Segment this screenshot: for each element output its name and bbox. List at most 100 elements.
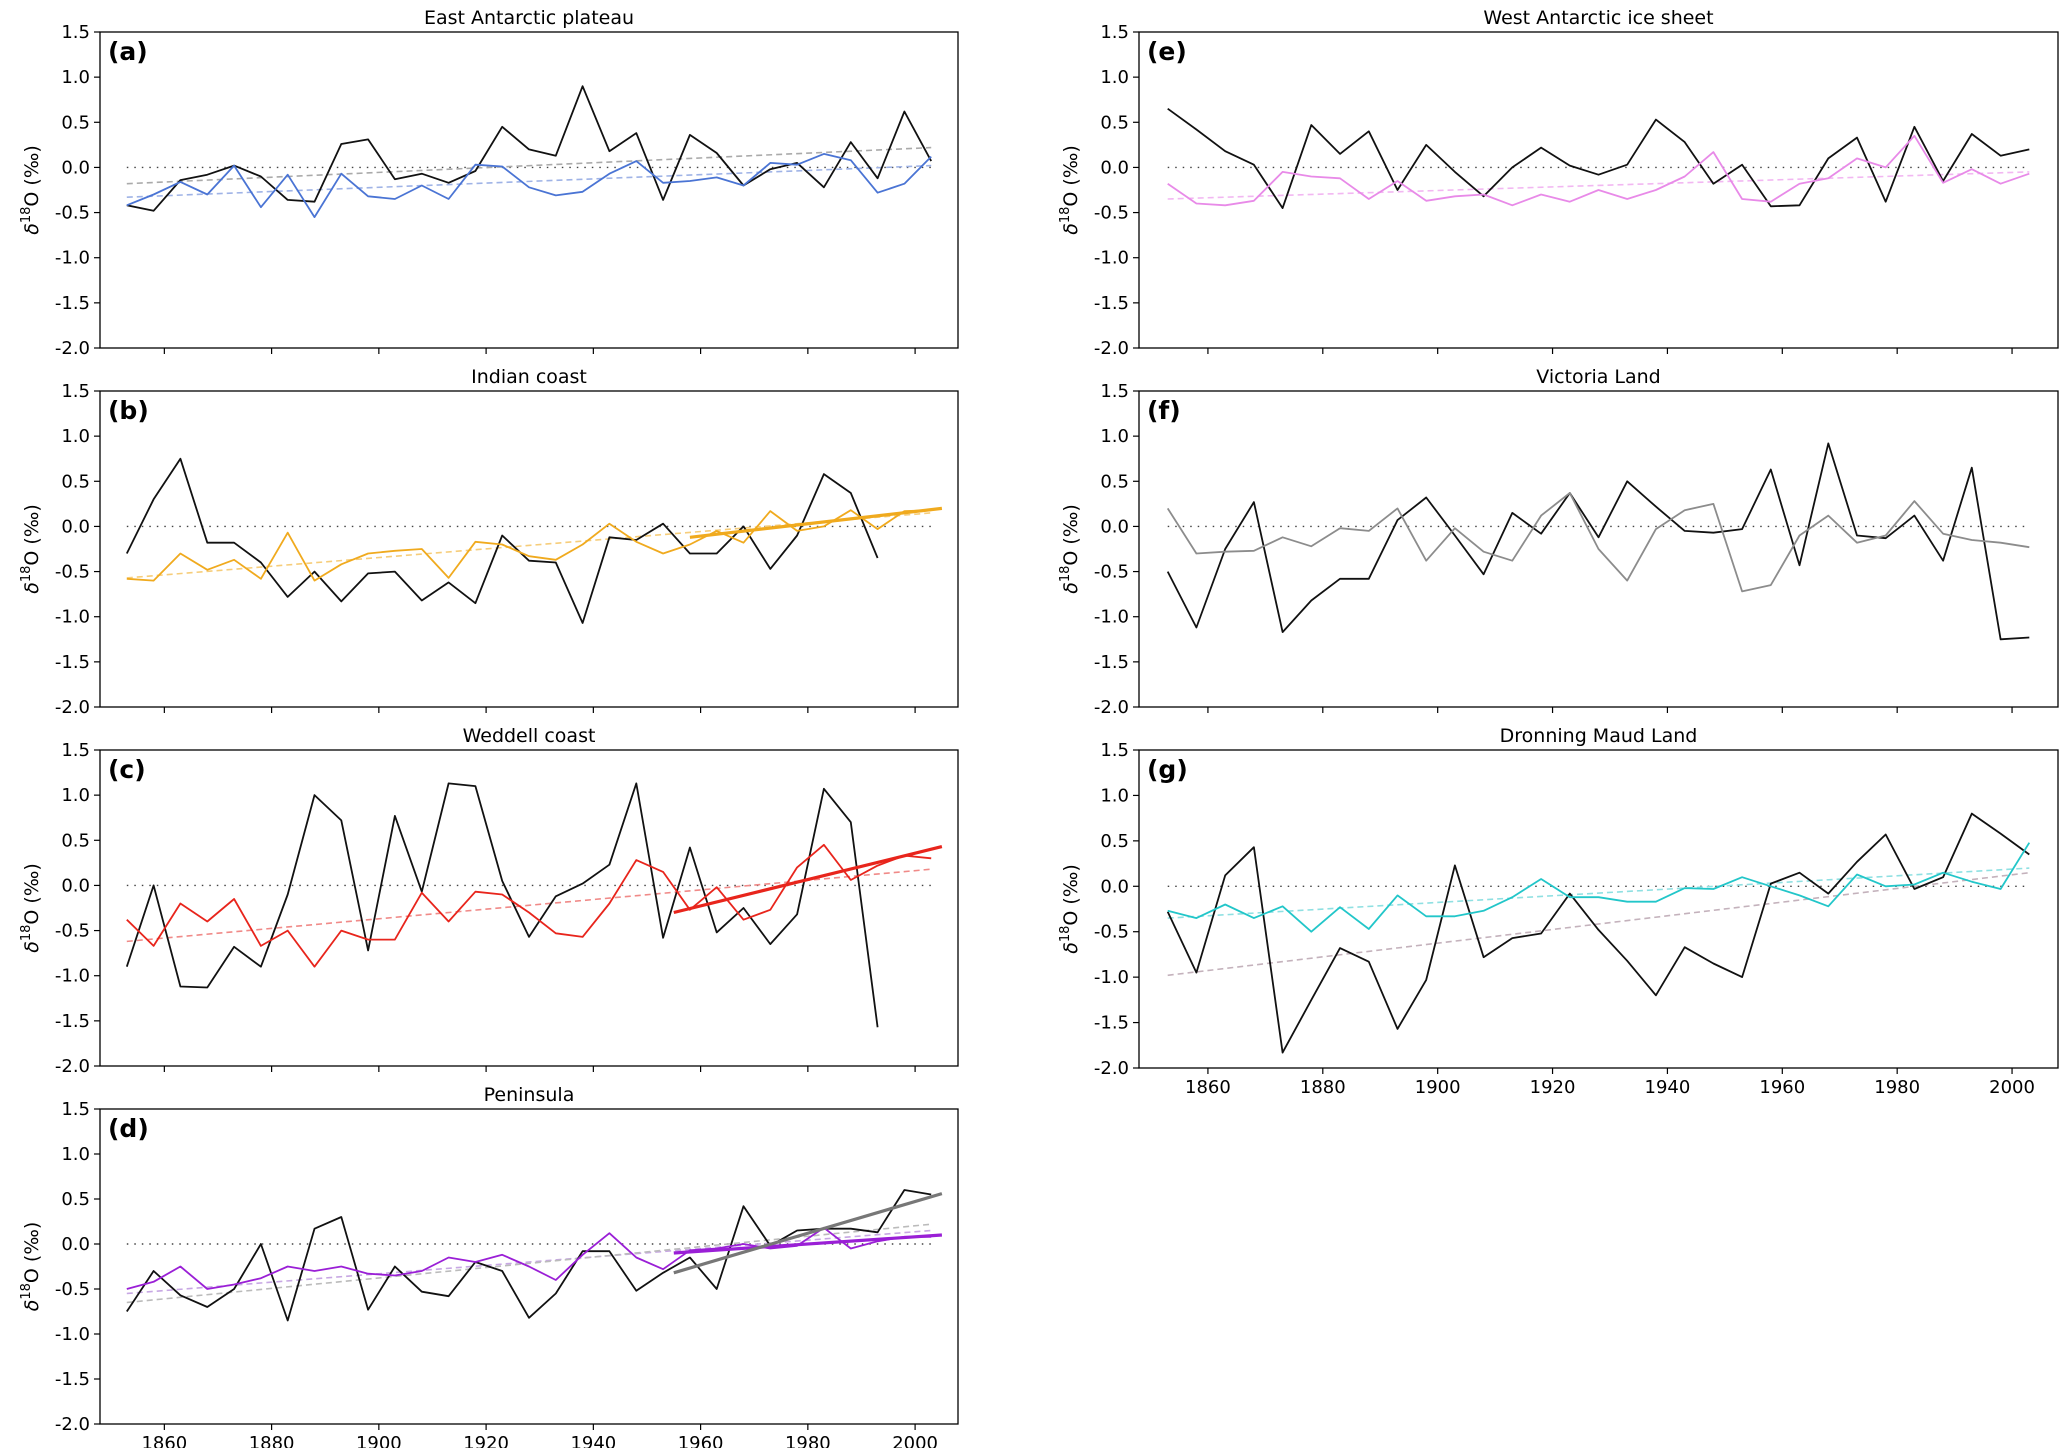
y-tick-label: -2.0	[1094, 697, 1129, 718]
panel-e: 1.5 1.0 0.5 0.0 -0.5 -1.0 -1.5 -2.0 West Antarct…	[1058, 7, 2059, 359]
plot-frame	[1138, 31, 2059, 349]
y-tick-label: -1.0	[55, 248, 90, 269]
y-tick-label: -1.0	[1094, 248, 1129, 269]
series-line-2-solid	[1167, 134, 2030, 207]
y-tick-label: -1.0	[1094, 967, 1129, 988]
y-tick-label: -1.0	[1094, 607, 1129, 628]
series-line-3-dashed	[1167, 171, 2030, 200]
y-tick-label: -2.0	[55, 1414, 90, 1435]
y-tick-label: 1.0	[61, 1144, 90, 1165]
series-line-3-dashed	[126, 146, 932, 185]
y-axis-label: δ18O (‰)	[19, 504, 43, 594]
x-tick-label: 1940	[1645, 1077, 1691, 1098]
y-axis-label: δ18O (‰)	[19, 145, 43, 235]
panel-d: 1.5 1.0 0.5 0.0 -0.5 -1.0 -1.5 -2.0 1860 1880 1900…	[19, 1084, 959, 1448]
y-tick-label: -1.0	[55, 966, 90, 987]
y-tick-label: 1.5	[61, 740, 90, 761]
y-axis-label: δ18O (‰)	[19, 1222, 43, 1312]
series-line-2-solid	[126, 152, 932, 219]
panel-title: Peninsula	[484, 1084, 575, 1106]
y-axis-label: δ18O (‰)	[19, 863, 43, 953]
y-tick-label: 0.5	[1100, 831, 1129, 852]
x-tick-label: 1920	[1530, 1077, 1576, 1098]
y-tick-label: 1.0	[61, 785, 90, 806]
series-group	[125, 782, 943, 1028]
series-line-6-thick	[673, 1192, 943, 1275]
series-line-2-solid	[126, 1226, 932, 1290]
y-tick-label: 0.5	[61, 1189, 90, 1210]
y-tick-label: 0.0	[61, 516, 90, 537]
y-tick-label: 0.5	[1100, 112, 1129, 133]
y-tick-label: 1.0	[1100, 426, 1129, 447]
series-group	[1167, 107, 2030, 210]
series-group	[126, 1189, 943, 1322]
panel-c: 1.5 1.0 0.5 0.0 -0.5 -1.0 -1.5 -2.0 Weddell coas…	[19, 725, 959, 1077]
x-tick-label: 1880	[249, 1433, 295, 1448]
y-tick-label: 1.0	[61, 67, 90, 88]
series-line-1-solid	[126, 1189, 932, 1322]
panel-label: (c)	[108, 755, 146, 784]
panel-title: West Antarctic ice sheet	[1483, 7, 1713, 29]
x-tick-label: 1900	[356, 1433, 402, 1448]
x-tick-label: 1860	[141, 1433, 187, 1448]
panel-label: (g)	[1147, 755, 1188, 784]
y-tick-label: 0.5	[61, 112, 90, 133]
y-tick-label: -0.5	[1094, 562, 1129, 583]
panel-a: 1.5 1.0 0.5 0.0 -0.5 -1.0 -1.5 -2.0 East Antarct…	[19, 7, 959, 359]
y-tick-label: 0.0	[61, 1234, 90, 1255]
y-tick-label: -1.5	[55, 652, 90, 673]
panel-label: (a)	[108, 37, 148, 66]
panel-b: 1.5 1.0 0.5 0.0 -0.5 -1.0 -1.5 -2.0 Indian coast…	[19, 366, 959, 718]
series-group	[125, 457, 943, 624]
y-tick-label: -1.5	[1094, 652, 1129, 673]
panel-label: (d)	[108, 1114, 149, 1143]
series-line-1-solid	[1166, 812, 2030, 1054]
x-tick-label: 1960	[678, 1433, 724, 1448]
y-tick-label: -1.5	[55, 1369, 90, 1390]
series-line-3-dashed	[1167, 867, 2030, 919]
x-tick-label: 1980	[1874, 1077, 1920, 1098]
series-group	[126, 85, 932, 219]
x-tick-label: 1860	[1185, 1077, 1231, 1098]
y-tick-label: 1.5	[61, 381, 90, 402]
series-line-1-solid	[125, 457, 879, 624]
panel-g: 1.5 1.0 0.5 0.0 -0.5 -1.0 -1.5 -2.0 1860 1880 1900…	[1058, 725, 2059, 1098]
series-line-3-dashed	[126, 1229, 932, 1295]
y-tick-label: -2.0	[1094, 1058, 1129, 1079]
panel-label: (e)	[1147, 37, 1187, 66]
panel-title: Weddell coast	[463, 725, 596, 747]
plot-frame	[1138, 749, 2059, 1069]
series-line-2-solid	[1167, 842, 2031, 933]
y-tick-label: 1.5	[1100, 381, 1129, 402]
y-axis-label: δ18O (‰)	[1058, 864, 1082, 954]
y-tick-label: 0.0	[1100, 157, 1129, 178]
y-tick-label: -0.5	[1094, 203, 1129, 224]
y-tick-label: -1.5	[55, 1011, 90, 1032]
y-tick-label: -1.5	[1094, 293, 1129, 314]
series-line-4-thick	[689, 506, 943, 539]
y-tick-label: 1.5	[1100, 740, 1129, 761]
y-tick-label: 1.5	[1100, 22, 1129, 43]
y-tick-label: -0.5	[1094, 922, 1129, 943]
y-tick-label: -1.5	[1094, 1013, 1129, 1034]
x-tick-label: 1920	[463, 1433, 509, 1448]
panel-title: Victoria Land	[1536, 366, 1660, 388]
plot-frame	[99, 31, 959, 349]
y-tick-label: -2.0	[1094, 338, 1129, 359]
series-line-1-solid	[125, 782, 879, 1028]
series-line-1-solid	[126, 85, 932, 212]
series-line-2-solid	[126, 509, 932, 582]
series-group	[1166, 812, 2031, 1054]
plot-frame	[99, 390, 959, 708]
y-tick-label: -2.0	[55, 697, 90, 718]
x-tick-label: 1980	[785, 1433, 831, 1448]
y-tick-label: 0.5	[1100, 471, 1129, 492]
x-tick-label: 1900	[1415, 1077, 1461, 1098]
y-tick-label: -1.0	[55, 1324, 90, 1345]
panel-title: Indian coast	[471, 366, 587, 388]
panel-title: Dronning Maud Land	[1500, 725, 1698, 747]
series-line-5-thick	[673, 1233, 943, 1255]
x-tick-label: 2000	[1989, 1077, 2035, 1098]
panel-label: (f)	[1147, 396, 1181, 425]
x-tick-label: 2000	[892, 1433, 938, 1448]
